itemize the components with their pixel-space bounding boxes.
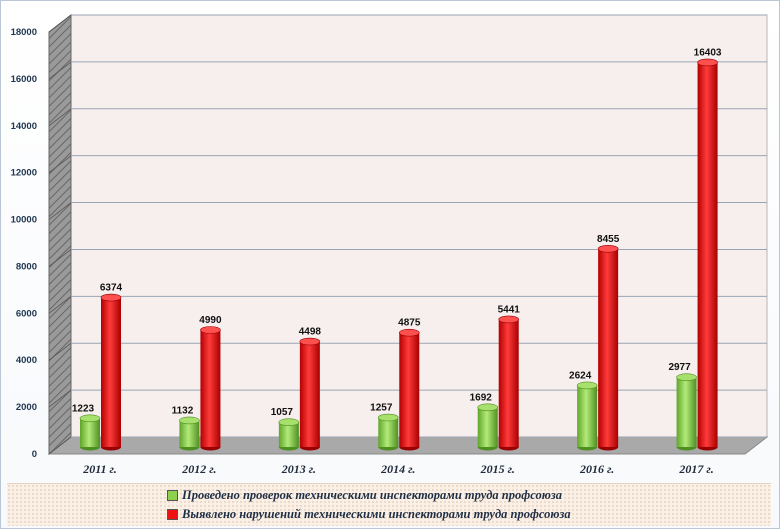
bar-inspections xyxy=(378,417,399,447)
bar-violations-top xyxy=(299,337,321,346)
data-label: 1692 xyxy=(470,392,493,403)
data-label: 1057 xyxy=(271,407,294,418)
bar-inspections-top xyxy=(79,414,101,423)
legend-swatch-green xyxy=(167,490,178,501)
data-label: 16403 xyxy=(694,47,722,58)
bar-inspections-top xyxy=(576,381,598,390)
gridline-side xyxy=(48,202,72,220)
bar-inspections-top xyxy=(377,413,399,422)
bar-chart: 0 2000 4000 6000 8000 10000 12000 14000 16000 180… xyxy=(11,13,769,476)
y-tick-label: 6000 xyxy=(16,308,37,319)
bar-violations-top xyxy=(697,58,718,67)
data-label: 4990 xyxy=(199,315,222,326)
y-tick-label: 16000 xyxy=(11,74,37,85)
bar-violations-top xyxy=(100,293,122,302)
data-label: 4498 xyxy=(299,327,322,338)
bar-violations-top xyxy=(200,326,221,334)
x-tick-label: 2014 г. xyxy=(380,462,415,476)
y-tick-label: 8000 xyxy=(16,261,37,272)
bar-violations-top xyxy=(498,315,520,324)
y-tick-label: 14000 xyxy=(11,121,37,132)
legend-item-inspections: Проведено проверок техническими инспекто… xyxy=(167,488,562,503)
bar-inspections xyxy=(676,377,697,447)
side-wall xyxy=(48,13,72,456)
bar-violations-top xyxy=(398,328,420,337)
data-label: 6374 xyxy=(100,283,123,294)
bar-violations xyxy=(101,297,121,447)
bar-violations xyxy=(598,248,619,447)
bar-violations xyxy=(200,330,221,447)
y-tick-label: 0 xyxy=(32,449,37,460)
bar-inspections-top xyxy=(477,403,499,412)
bar-violations xyxy=(399,332,420,447)
gridline-side xyxy=(48,155,72,173)
bar-inspections xyxy=(278,422,299,447)
bar-inspections-top xyxy=(676,373,697,382)
gridline-side xyxy=(48,436,72,455)
bar-inspections xyxy=(80,418,100,447)
y-tick-label: 2000 xyxy=(16,402,37,413)
gridline-side xyxy=(48,296,72,314)
x-tick-label: 2015 г. xyxy=(480,462,515,476)
bar-violations xyxy=(697,62,718,448)
y-tick-label: 4000 xyxy=(16,355,37,366)
legend-item-violations: Выявлено нарушений техническими инспекто… xyxy=(167,507,571,522)
data-label: 1223 xyxy=(72,403,95,414)
x-tick-label: 2017 г. xyxy=(678,462,713,476)
data-label: 8455 xyxy=(597,234,620,245)
bar-inspections-top xyxy=(278,418,300,427)
gridline-side xyxy=(48,249,72,267)
data-label: 5441 xyxy=(498,304,521,315)
bar-violations xyxy=(299,341,320,447)
bar-inspections-top xyxy=(179,416,200,425)
bar-inspections xyxy=(477,407,498,447)
gridline-side xyxy=(48,342,72,361)
legend-swatch-red xyxy=(167,509,178,520)
x-tick-label: 2016 г. xyxy=(579,462,614,476)
data-label: 4875 xyxy=(398,318,421,329)
gridline-side xyxy=(48,108,72,127)
data-label: 2624 xyxy=(569,370,592,381)
y-tick-label: 18000 xyxy=(11,27,37,38)
chart-legend: Проведено проверок техническими инспекто… xyxy=(7,483,771,526)
x-tick-label: 2011 г. xyxy=(82,462,117,476)
legend-label-violations: Выявлено нарушений техническими инспекто… xyxy=(182,507,571,521)
x-tick-label: 2012 г. xyxy=(181,462,216,476)
data-label: 1132 xyxy=(172,405,194,416)
gridline-side xyxy=(48,61,72,80)
gridline-side xyxy=(48,389,72,408)
bar-violations xyxy=(498,319,519,447)
data-label: 1257 xyxy=(370,403,393,414)
bar-inspections xyxy=(179,420,200,447)
y-tick-label: 12000 xyxy=(11,168,37,179)
legend-label-inspections: Проведено проверок техническими инспекто… xyxy=(182,488,562,502)
data-label: 2977 xyxy=(668,362,691,373)
bar-violations-top xyxy=(597,244,619,253)
x-tick-label: 2013 г. xyxy=(281,462,316,476)
y-tick-label: 10000 xyxy=(11,215,37,226)
bar-inspections xyxy=(577,385,598,447)
gridline-side xyxy=(48,14,72,33)
